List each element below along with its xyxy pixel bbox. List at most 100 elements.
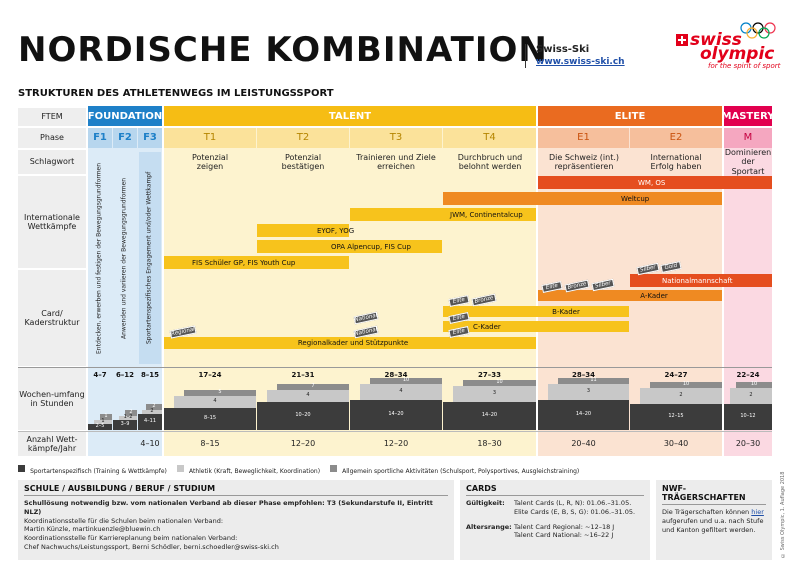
bar-eyof-yog: EYOF, YOG (257, 224, 354, 237)
foundation-f3-text: Sportartenspezifisches Engagement und/od… (139, 152, 161, 364)
phase-m: M (724, 128, 772, 148)
phase-t4: T4 (443, 128, 536, 148)
phase-f2: F2 (113, 128, 137, 148)
phase-f1: F1 (88, 128, 112, 148)
olympic-rings-icon (740, 22, 776, 39)
wochen-t2-sport: 10–20 (257, 402, 349, 430)
nwf-text-a: Die Trägerschaften können (662, 508, 750, 516)
wochen-t1-allg: 5 (184, 389, 256, 396)
anzahl-t3: 12–20 (383, 439, 409, 449)
wochen-f3-sport: 4–11 (138, 414, 162, 430)
cards-gueltigkeit-row: Gültigkeit: Talent Cards (L, R, N): 01.0… (466, 499, 644, 517)
divider-2 (18, 431, 772, 432)
wochen-t1-sport: 8–15 (164, 408, 256, 430)
bar-nationalmannschaft: Nationalmannschaft (630, 274, 772, 287)
cards-panel: CARDS Gültigkeit: Talent Cards (L, R, N)… (460, 480, 650, 560)
wochen-total-f2: 6–12 (115, 370, 135, 379)
legend-swatch-sport (18, 464, 25, 472)
row-label-phase: Phase (18, 128, 86, 148)
row-label-wochen: Wochen-umfang in Stunden (18, 368, 86, 430)
cards-alter-1: Talent Card Regional: ~12–18 J (514, 522, 615, 531)
wochen-f1-allg: 1 (100, 413, 112, 420)
wochen-t3-sport: 14–20 (350, 400, 442, 430)
wochen-f2-allg: 2 (125, 409, 137, 416)
legend-swatch-athletik (176, 464, 184, 472)
wochen-f1-sport: 2–5 (88, 423, 112, 430)
cards-gueltigkeit-1: Talent Cards (L, R, N): 01.06.–31.05. (514, 499, 632, 507)
wochen-total-m: 22–24 (736, 370, 760, 379)
org-link[interactable]: www.swiss-ski.ch (536, 57, 625, 67)
wochen-e2-allg: 10 (650, 381, 722, 388)
bar-regionalkader: Regionalkader und Stützpunkte (164, 337, 536, 349)
swiss-flag-icon (676, 34, 688, 46)
legend-swatch-allgemein (330, 464, 338, 472)
ftem-foundation: FOUNDATION (88, 106, 162, 126)
nwf-link[interactable]: hier (751, 508, 764, 516)
schlagwort-e2: International Erfolg haben (650, 152, 702, 171)
legend: Sportartenspezifisch (Training & Wettkäm… (18, 461, 778, 475)
org-name: Swiss-Ski (536, 44, 590, 55)
school-line-5: Chef Nachwuchs/Leistungssport, Berni Sch… (24, 542, 279, 551)
legend-label-sport: Sportartenspezifisch (Training & Wettkäm… (30, 467, 167, 475)
row-label-anzahl: Anzahl Wett-kämpfe/Jahr (18, 432, 86, 456)
wochen-f1-ath: 1 (94, 418, 112, 424)
wochen-t4-allg: 10 (463, 379, 536, 386)
wochen-e2-ath: 2 (640, 388, 722, 404)
bar-weltcup: Weltcup (443, 192, 722, 205)
logo-swiss-text: swiss (690, 30, 742, 50)
phase-t3: T3 (350, 128, 442, 148)
anzahl-t2: 12–20 (290, 439, 316, 449)
wochen-e2-sport: 12–15 (630, 404, 722, 430)
divider-1 (18, 367, 772, 368)
schlagwort-m: Dominieren der Sportart (724, 148, 772, 176)
nwf-panel: NWF-TRÄGERSCHAFTEN Die Trägerschaften kö… (656, 480, 772, 560)
logo-tagline: for the spirit of sport (708, 62, 781, 70)
wochen-t3-ath: 4 (360, 384, 442, 400)
cards-alter-2: Talent Card National: ~16–22 J (514, 531, 614, 540)
legend-item-allgemein: Allgemein sportliche Aktivitäten (Schuls… (330, 458, 579, 477)
schlagwort-t3: Trainieren und Ziele erreichen (356, 152, 436, 171)
row-label-ftem: FTEM (18, 108, 86, 126)
wochen-t3-allg: 10 (370, 377, 442, 384)
wochen-e1-sport: 14–20 (538, 400, 629, 430)
anzahl-e1: 20–40 (571, 439, 596, 449)
anzahl-e2: 30–40 (663, 439, 689, 449)
bar-fis-schueler: FIS Schüler GP, FIS Youth Cup (164, 256, 349, 269)
wochen-e1-allg: 11 (558, 377, 629, 384)
school-line-3: Martin Künzle, martinkuenzle@bluewin.ch (24, 525, 161, 534)
phase-t1: T1 (164, 128, 256, 148)
wochen-f3-ath: 2 (142, 408, 162, 414)
phase-t2: T2 (257, 128, 349, 148)
anzahl-f3: 4–10 (140, 439, 160, 449)
nwf-text-b: aufgerufen und u.a. nach Stufe und Kanto… (662, 516, 764, 534)
phase-f3: F3 (138, 128, 162, 148)
anzahl-m: 20–30 (735, 439, 761, 449)
anzahl-t1: 8–15 (200, 439, 220, 449)
wochen-total-t3: 28–34 (384, 370, 408, 379)
schlagwort-t4: Durchbruch und belohnt werden (457, 152, 523, 171)
page-title: NORDISCHE KOMBINATION (18, 30, 548, 70)
cards-alter-row: Altersrange: Talent Card Regional: ~12–1… (466, 523, 644, 541)
school-line-1: Schullösung notwendig bzw. vom nationale… (24, 499, 433, 516)
ftem-elite: ELITE (538, 106, 722, 126)
wochen-total-t2: 21–31 (291, 370, 315, 379)
legend-label-allgemein: Allgemein sportliche Aktivitäten (Schuls… (342, 467, 580, 475)
legend-item-sport: Sportartenspezifisch (Training & Wettkäm… (18, 458, 167, 477)
school-heading: SCHULE / AUSBILDUNG / BERUF / STUDIUM (24, 484, 448, 496)
school-line-2: Koordinationsstelle für die Schulen beim… (24, 516, 224, 525)
bar-c-kader: C-Kader (443, 321, 629, 332)
wochen-t4-ath: 3 (453, 386, 536, 402)
wochen-m-ath: 2 (730, 388, 772, 404)
wochen-total-e2: 24–27 (664, 370, 688, 379)
wochen-f2-ath: 1–2 (119, 414, 137, 420)
anzahl-t4: 18–30 (477, 439, 502, 449)
nwf-text: Die Trägerschaften können hier aufgerufe… (662, 508, 766, 534)
nwf-heading: NWF-TRÄGERSCHAFTEN (662, 484, 766, 505)
cards-gueltigkeit-label: Gültigkeit: (466, 499, 505, 507)
cards-gueltigkeit-values: Talent Cards (L, R, N): 01.06.–31.05. El… (514, 499, 635, 517)
cards-gueltigkeit-2: Elite Cards (E, B, S, G): 01.06.–31.05. (514, 507, 636, 516)
bar-b-kader: B-Kader (443, 306, 629, 317)
wochen-total-f3: 8–15 (140, 370, 160, 379)
wochen-f3-allg: 2 (146, 403, 162, 410)
wochen-m-sport: 10–12 (724, 404, 772, 430)
